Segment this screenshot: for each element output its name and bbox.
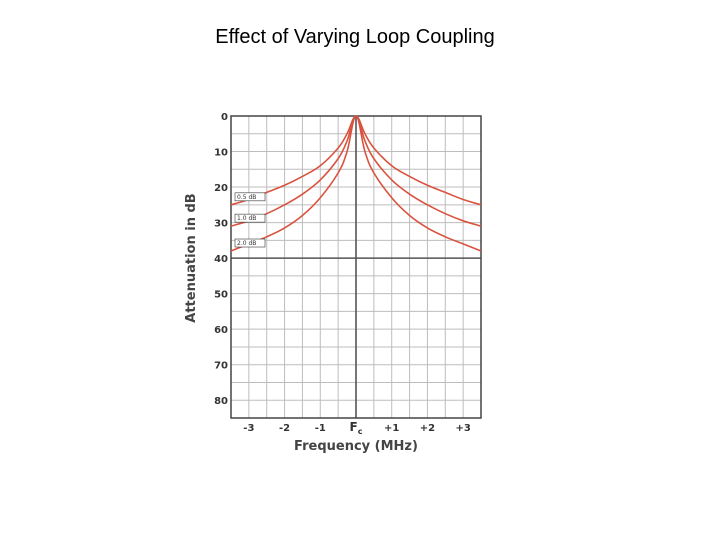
y-tick-label: 50: [214, 290, 228, 301]
legend-label: 0.5 dB: [237, 194, 256, 201]
x-axis-title: Frequency (MHz): [294, 439, 418, 454]
chart-legend: 0.5 dB 1.0 dB 2.0 dB: [234, 192, 266, 248]
y-tick-label: 60: [214, 325, 228, 336]
y-tick-label: 30: [214, 219, 228, 230]
x-tick-label: Fc: [350, 420, 363, 436]
legend-item-3: 2.0 dB: [234, 238, 266, 248]
slide-title: Effect of Varying Loop Coupling: [215, 26, 495, 48]
legend-box: [234, 213, 266, 223]
x-tick-label: +2: [420, 423, 435, 434]
y-tick-label: 80: [214, 396, 228, 407]
chart-grid: [230, 115, 482, 419]
chart-series: [230, 115, 482, 252]
y-axis-title: Attenuation in dB: [184, 193, 199, 322]
x-tick-label: -3: [243, 423, 254, 434]
y-tick-label: 70: [214, 361, 228, 372]
x-tick-labels: -3 -2 -1 Fc +1 +2 +3: [243, 420, 471, 436]
y-tick-labels: 0 10 20 30 40 50 60 70 80: [214, 112, 228, 407]
y-tick-label: 10: [214, 148, 228, 159]
x-tick-label: +1: [384, 423, 399, 434]
y-tick-label: 40: [214, 254, 228, 265]
x-tick-label: -1: [315, 423, 326, 434]
legend-box: [234, 238, 266, 248]
y-tick-label: 0: [221, 112, 228, 123]
x-tick-label: +3: [455, 423, 470, 434]
legend-item-2: 1.0 dB: [234, 213, 266, 223]
legend-item-1: 0.5 dB: [234, 192, 266, 202]
series-line-3: [230, 115, 482, 252]
y-tick-label: 20: [214, 183, 228, 194]
legend-label: 1.0 dB: [237, 215, 256, 222]
legend-box: [234, 192, 266, 202]
x-tick-label: -2: [279, 423, 290, 434]
legend-label: 2.0 dB: [237, 240, 256, 247]
